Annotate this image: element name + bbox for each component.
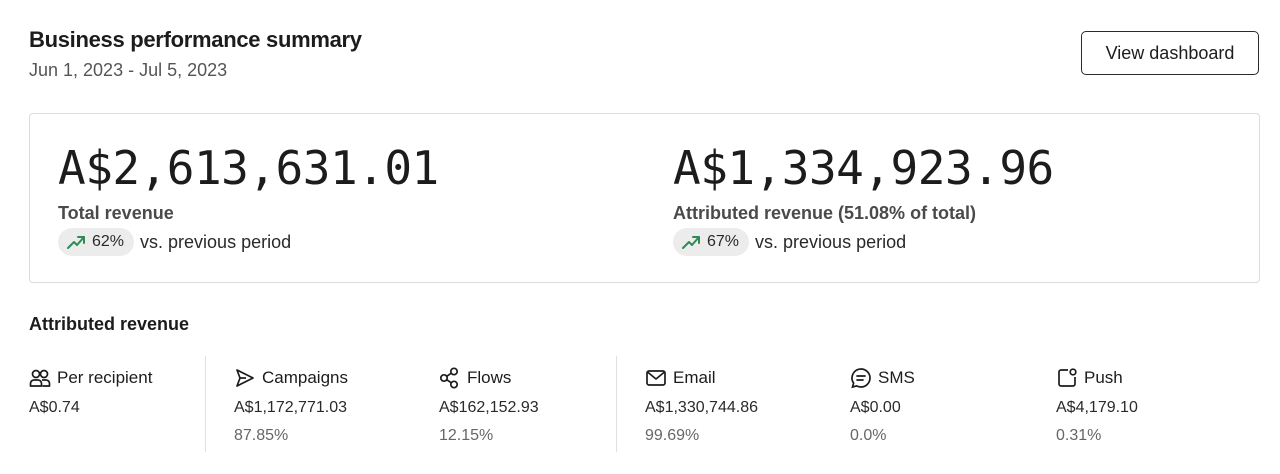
stat-label: SMS <box>878 368 915 387</box>
stat-percent: 0.0% <box>850 427 887 444</box>
total-revenue-value: A$2,613,631.01 <box>58 141 439 195</box>
stat-value: A$1,172,771.03 <box>234 399 347 416</box>
stat-label: Campaigns <box>262 368 348 387</box>
stat-percent: 87.85% <box>234 427 289 444</box>
push-icon <box>1058 368 1077 387</box>
change-text: vs. previous period <box>755 231 907 252</box>
stat-percent: 99.69% <box>645 427 700 444</box>
change-text: vs. previous period <box>140 231 292 252</box>
total-revenue-metric: A$2,613,631.01 Total revenue 62% vs. pre… <box>58 142 439 256</box>
stat-email: Email A$1,330,744.86 99.69% <box>645 366 758 445</box>
stat-percent: 0.31% <box>1056 427 1102 444</box>
attributed-revenue-heading: Attributed revenue <box>29 314 190 334</box>
total-revenue-label: Total revenue <box>58 203 174 223</box>
change-percent: 67% <box>707 233 740 250</box>
send-icon <box>236 369 254 387</box>
stat-label: Email <box>673 368 716 387</box>
mail-icon <box>646 370 666 386</box>
stat-push: Push A$4,179.10 0.31% <box>1056 366 1138 445</box>
flows-icon <box>439 367 459 389</box>
users-icon <box>29 369 51 387</box>
trending-up-icon <box>67 236 85 249</box>
stat-campaigns: Campaigns A$1,172,771.03 87.85% <box>234 366 348 445</box>
trending-up-icon <box>682 236 700 249</box>
stat-label: Push <box>1084 368 1123 387</box>
attributed-revenue-label: Attributed revenue (51.08% of total) <box>673 203 977 223</box>
stat-value: A$0.74 <box>29 399 80 416</box>
stat-percent: 12.15% <box>439 427 494 444</box>
divider <box>616 356 617 452</box>
page-title: Business performance summary <box>29 27 362 52</box>
date-range: Jun 1, 2023 - Jul 5, 2023 <box>29 60 228 80</box>
stat-label: Per recipient <box>57 368 153 387</box>
stat-per-recipient: Per recipient A$0.74 <box>29 366 152 417</box>
stat-value: A$162,152.93 <box>439 399 539 416</box>
stat-value: A$0.00 <box>850 399 901 416</box>
stat-flows: Flows A$162,152.93 12.15% <box>439 366 539 445</box>
change-percent: 62% <box>92 233 125 250</box>
stat-value: A$1,330,744.86 <box>645 399 758 416</box>
stat-value: A$4,179.10 <box>1056 399 1138 416</box>
stat-label: Flows <box>467 368 512 387</box>
divider <box>205 356 206 452</box>
view-dashboard-button[interactable]: View dashboard <box>1081 31 1259 75</box>
change-badge: 62% <box>58 228 135 256</box>
attributed-revenue-change: 67% vs. previous period <box>673 228 1054 256</box>
attributed-revenue-metric: A$1,334,923.96 Attributed revenue (51.08… <box>673 142 1054 256</box>
total-revenue-change: 62% vs. previous period <box>58 228 439 256</box>
attributed-revenue-value: A$1,334,923.96 <box>673 141 1054 195</box>
page-header: Business performance summary Jun 1, 2023… <box>29 27 362 81</box>
change-badge: 67% <box>673 228 750 256</box>
sms-icon <box>851 368 871 389</box>
summary-card: A$2,613,631.01 Total revenue 62% vs. pre… <box>29 113 1260 283</box>
stat-sms: SMS A$0.00 0.0% <box>850 366 915 445</box>
